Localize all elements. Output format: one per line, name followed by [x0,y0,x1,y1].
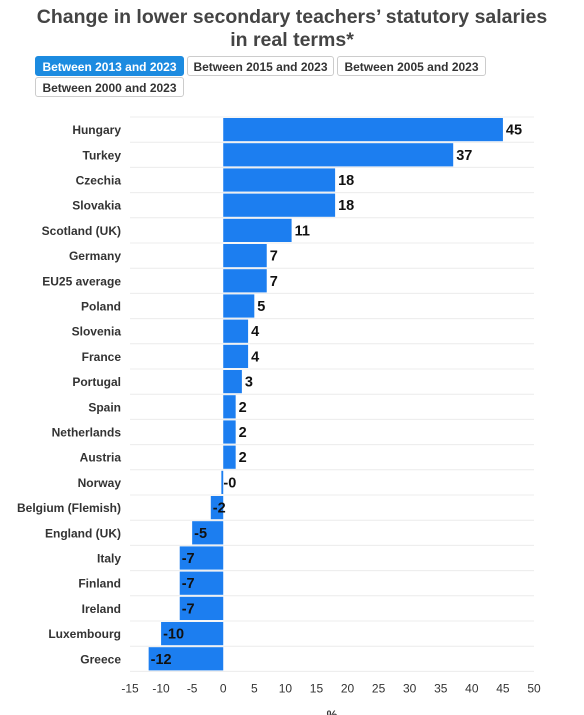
category-label: Finland [78,577,121,591]
x-axis-label: % [327,708,338,715]
data-label: 2 [239,400,247,416]
bar [223,294,255,318]
bar [192,521,224,545]
category-label: Ireland [82,602,121,616]
x-tick-label: 5 [251,681,258,695]
x-tick-label: -5 [187,681,198,695]
category-label: Luxembourg [48,627,121,641]
category-label: Netherlands [52,426,122,440]
bar [223,395,236,419]
category-label: Austria [80,451,122,465]
bar [221,470,224,494]
category-label: Portugal [72,375,121,389]
x-tick-label: 10 [279,681,293,695]
bar [223,344,249,368]
data-label: 5 [257,299,265,315]
bar [223,118,503,142]
data-label: -5 [194,526,207,542]
category-label: Scotland (UK) [42,224,121,238]
category-label: England (UK) [45,526,121,540]
x-tick-label: 15 [310,681,324,695]
x-tick-label: 30 [403,681,417,695]
category-label: Hungary [72,123,121,137]
data-label: 7 [270,274,278,290]
data-label: -7 [182,551,195,567]
data-label: -12 [151,652,172,668]
category-label: Poland [81,300,121,314]
x-tick-label: -10 [152,681,170,695]
data-label: 4 [251,349,259,365]
bar [223,244,267,268]
data-label: 18 [338,173,354,189]
data-label: 3 [245,375,253,391]
data-label: 45 [506,123,522,139]
data-label: -0 [223,475,236,491]
chart-title-line1: Change in lower secondary teachers’ stat… [36,6,548,28]
category-label: EU25 average [42,274,121,288]
x-tick-label: 50 [527,681,541,695]
category-label: Greece [80,652,121,666]
category-label: Turkey [83,148,122,162]
category-label: Germany [69,249,121,263]
category-label: France [82,350,122,364]
data-label: -10 [163,627,184,643]
x-tick-label: 35 [434,681,448,695]
bar [223,143,454,167]
category-label: Belgium (Flemish) [17,501,121,515]
category-label: Slovakia [72,199,121,213]
chart-title: Change in lower secondary teachers’ stat… [0,6,584,52]
bar [223,168,336,192]
chart-title-line2: in real terms* [230,29,354,51]
data-label: 2 [239,450,247,466]
bar [179,571,224,595]
x-tick-label: 20 [341,681,355,695]
tab-2015-2023[interactable]: Between 2015 and 2023 [187,56,334,76]
x-tick-label: 25 [372,681,386,695]
bar [210,496,224,520]
bar [223,445,236,469]
bar [223,319,249,343]
data-label: 4 [251,324,259,340]
data-label: -7 [182,576,195,592]
data-label: 37 [456,148,472,164]
bar [223,218,292,242]
x-tick-label: 40 [465,681,479,695]
x-tick-label: -15 [121,681,139,695]
data-label: -2 [213,501,226,517]
bar [179,596,224,620]
bar [223,193,336,217]
category-label: Slovenia [72,325,122,339]
bar [223,420,236,444]
tab-2013-2023[interactable]: Between 2013 and 2023 [35,56,184,76]
bar [148,647,224,671]
data-label: -7 [182,601,195,617]
category-label: Czechia [76,174,122,188]
x-tick-label: 0 [220,681,227,695]
data-label: 11 [295,223,310,239]
bar [223,269,267,293]
x-tick-label: 45 [496,681,510,695]
category-label: Italy [97,552,121,566]
bar [179,546,224,570]
category-label: Norway [78,476,122,490]
bar [223,370,242,394]
tab-2005-2023[interactable]: Between 2005 and 2023 [337,56,486,76]
data-label: 7 [270,249,278,265]
tab-2000-2023[interactable]: Between 2000 and 2023 [35,77,184,97]
bar [161,622,224,646]
data-label: 18 [338,198,354,214]
category-label: Spain [88,400,121,414]
data-label: 2 [239,425,247,441]
